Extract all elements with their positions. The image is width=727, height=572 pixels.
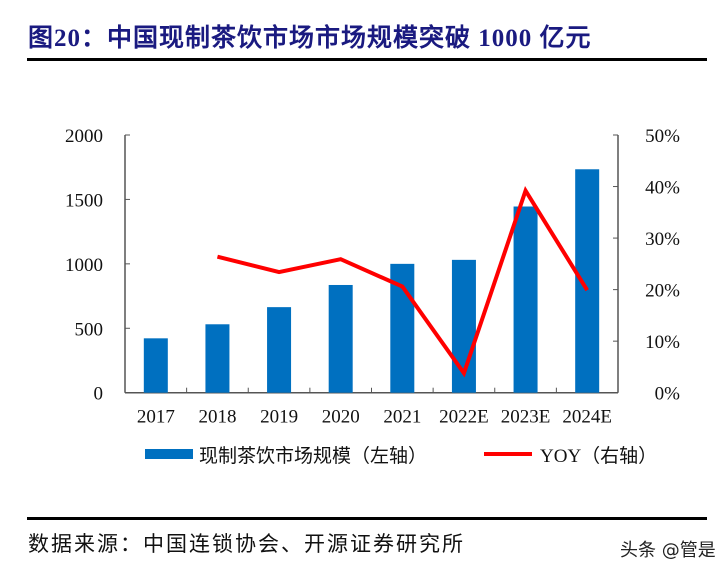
source-rule <box>27 517 707 520</box>
watermark: 头条 @管是 <box>620 540 716 561</box>
figure-title: 图20：中国现制茶饮市场市场规模突破 1000 亿元 <box>28 25 592 52</box>
bar-2019 <box>267 307 292 393</box>
bar-2017 <box>143 338 168 393</box>
right-tick-label: 30% <box>645 229 680 250</box>
source-note: 数据来源：中国连锁协会、开源证券研究所 <box>28 532 465 556</box>
left-tick-label: 500 <box>75 319 104 340</box>
left-tick-label: 2000 <box>65 126 103 147</box>
right-tick-label: 10% <box>645 332 680 353</box>
right-tick-label: 20% <box>645 281 680 302</box>
right-tick-label: 0% <box>655 384 681 405</box>
title-rule <box>27 58 707 61</box>
legend-bar-swatch <box>145 449 193 459</box>
x-tick-label: 2017 <box>137 407 175 428</box>
left-tick-label: 0 <box>94 384 104 405</box>
x-tick-label: 2024E <box>562 407 612 428</box>
bar-2024E <box>575 169 600 393</box>
x-tick-label: 2023E <box>501 407 551 428</box>
bar-2020 <box>328 284 353 393</box>
bar-2018 <box>205 324 230 393</box>
x-tick-label: 2019 <box>260 407 298 428</box>
right-tick-label: 50% <box>645 126 680 147</box>
right-tick-label: 40% <box>645 178 680 199</box>
x-tick-label: 2022E <box>439 407 489 428</box>
x-tick-label: 2020 <box>322 407 360 428</box>
x-tick-label: 2018 <box>198 407 236 428</box>
left-tick-label: 1000 <box>65 255 103 276</box>
legend-line-label: YOY（右轴） <box>540 445 657 467</box>
x-tick-label: 2021 <box>383 407 421 428</box>
left-tick-label: 1500 <box>65 190 103 211</box>
legend-bar-label: 现制茶饮市场规模（左轴） <box>199 445 427 467</box>
bar-2023E <box>513 206 538 393</box>
